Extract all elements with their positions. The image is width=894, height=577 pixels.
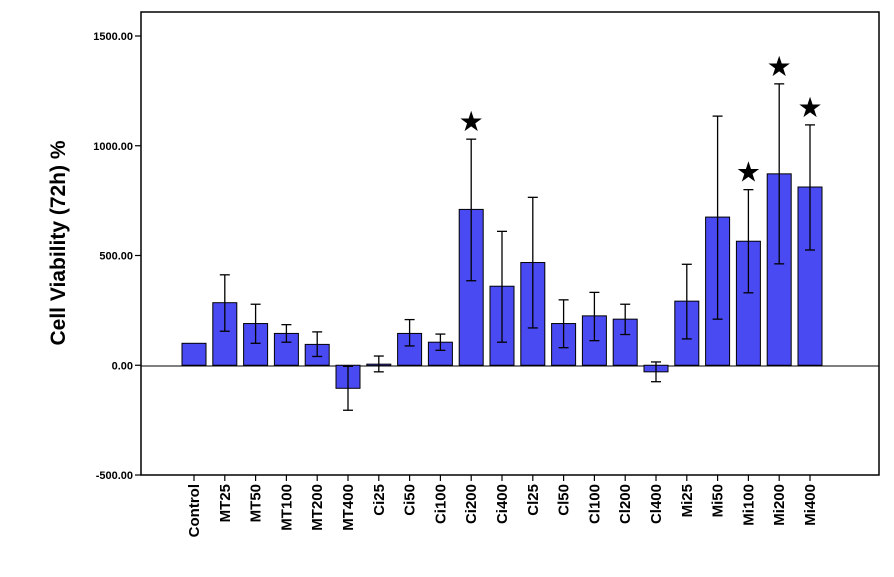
x-tick-label: Mi200: [771, 484, 788, 526]
y-tick-label: 1000.00: [93, 141, 133, 153]
x-tick-label: MT200: [309, 484, 326, 531]
significance-markers: ★★★★: [459, 50, 823, 189]
x-tick-label: Cl50: [556, 484, 573, 516]
x-tick-label: Mi50: [710, 484, 727, 517]
x-axis: Control MT25 MT50 MT100 MT200 MT400 Ci25 Ci50 Ci…: [186, 475, 819, 537]
y-tick-label: 1500.00: [93, 31, 133, 43]
significance-star: ★: [797, 91, 822, 124]
plot-frame: [140, 11, 880, 476]
x-tick-label: Ci200: [463, 484, 480, 524]
x-tick-label: Cl25: [525, 484, 542, 516]
x-tick-label: Ci50: [402, 484, 419, 516]
x-tick-label: Cl400: [648, 484, 665, 524]
y-tick-label: -500.00: [96, 470, 133, 482]
x-tick-label: Ci100: [432, 484, 449, 524]
x-tick-label: Ci400: [494, 484, 511, 524]
y-tick-label: 500.00: [99, 251, 133, 263]
significance-star: ★: [767, 50, 792, 83]
x-tick-label: Mi400: [802, 484, 819, 526]
x-tick-label: MT25: [217, 484, 234, 522]
error-bars: [219, 83, 815, 411]
significance-star: ★: [736, 156, 761, 189]
x-tick-label: Cl200: [617, 484, 634, 524]
x-tick-label: MT400: [340, 484, 357, 531]
y-tick-label: 0.00: [112, 360, 133, 372]
bar-Control: [181, 342, 207, 366]
x-tick-label: Mi25: [679, 484, 696, 517]
significance-star: ★: [459, 105, 484, 138]
x-tick-label: MT50: [248, 484, 265, 522]
x-tick-label: Control: [186, 484, 203, 537]
y-axis: -500.00 0.00 500.00 1000.00 1500.00: [93, 31, 141, 482]
x-tick-label: Cl100: [586, 484, 603, 524]
y-axis-title: Cell Viability (72h) %: [47, 140, 70, 345]
x-tick-label: Ci25: [371, 484, 388, 516]
x-tick-label: Mi100: [740, 484, 757, 526]
x-tick-label: MT100: [278, 484, 295, 531]
